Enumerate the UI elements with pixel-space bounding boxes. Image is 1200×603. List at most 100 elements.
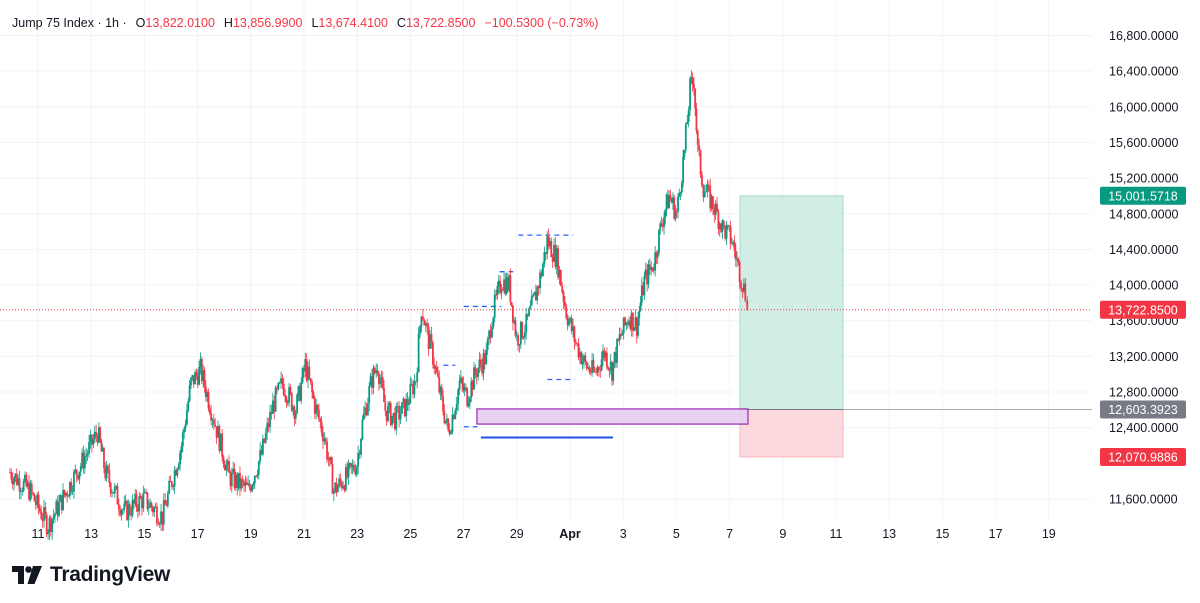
- candle-body: [123, 503, 126, 510]
- candle-body: [727, 225, 729, 227]
- candle-body: [488, 330, 491, 340]
- candle-body: [741, 287, 744, 292]
- x-tick-label: 17: [191, 527, 205, 541]
- candle-body: [154, 506, 157, 508]
- candle-body: [427, 326, 430, 349]
- candle-body: [532, 295, 534, 297]
- candle-body: [578, 352, 581, 358]
- candle-body: [553, 244, 555, 262]
- demand-zone-rect[interactable]: [476, 408, 749, 425]
- candle-body: [714, 203, 717, 216]
- candle-body: [141, 498, 143, 509]
- target-zone[interactable]: [739, 195, 844, 411]
- candle-body: [658, 229, 660, 254]
- candle-body: [561, 285, 564, 292]
- candle-body: [237, 472, 240, 489]
- candle-body: [510, 301, 513, 306]
- candle-body: [153, 507, 156, 513]
- candle-body: [732, 242, 735, 244]
- candle-body: [269, 411, 271, 428]
- candle-body: [414, 381, 417, 383]
- x-axis[interactable]: 11 13 15 17 19 21 23 25 27 29 Apr 3 5 7 9 11 13 15 17 19: [32, 527, 1056, 541]
- candle-body: [361, 419, 364, 440]
- candle-body: [229, 472, 232, 487]
- candle-body: [452, 414, 455, 419]
- position-zones[interactable]: [739, 195, 1092, 458]
- candle-body: [297, 386, 300, 395]
- candle-body: [469, 397, 471, 404]
- symbol-title[interactable]: Jump 75 Index · 1h ·: [12, 16, 127, 30]
- candle-body: [225, 464, 228, 471]
- candle-body: [611, 361, 613, 381]
- candle-body: [172, 486, 175, 488]
- drawings[interactable]: [443, 234, 749, 439]
- candle-body: [180, 446, 183, 453]
- candle-body: [526, 313, 529, 317]
- candle-body: [743, 283, 745, 292]
- candle-body: [592, 360, 595, 371]
- candle-body: [599, 369, 602, 371]
- candle-body: [629, 320, 632, 330]
- candle-body: [670, 198, 673, 203]
- candle-body: [493, 294, 496, 318]
- candle-body: [190, 377, 192, 386]
- candle-body: [255, 475, 258, 477]
- candle-body: [508, 275, 511, 290]
- candle-body: [48, 517, 51, 533]
- candle-body: [303, 368, 305, 372]
- candle-body: [733, 242, 736, 251]
- candle-body: [270, 411, 273, 414]
- candle-body: [360, 439, 362, 455]
- x-tick-label: 7: [726, 527, 733, 541]
- candle-body: [277, 382, 280, 390]
- candle-body: [543, 252, 546, 265]
- candle-body: [647, 264, 650, 285]
- candle-body: [211, 419, 214, 421]
- candle-body: [467, 403, 470, 407]
- candle-body: [496, 286, 499, 296]
- candle-body: [687, 109, 690, 122]
- candle-body: [519, 321, 522, 345]
- candle-body: [656, 253, 659, 258]
- candle-body: [285, 396, 288, 403]
- tradingview-brand[interactable]: TradingView: [12, 563, 170, 587]
- candle-body: [450, 432, 452, 434]
- candle-body: [572, 326, 574, 332]
- x-tick-label: 27: [457, 527, 471, 541]
- candle-body: [638, 310, 641, 319]
- stop-zone[interactable]: [739, 409, 844, 458]
- candle-body: [224, 464, 226, 471]
- candle-body: [198, 366, 201, 385]
- candle-body: [443, 411, 446, 423]
- candle-body: [274, 387, 277, 412]
- candle-body: [717, 211, 720, 230]
- candle-body: [506, 277, 509, 290]
- candle-body: [19, 491, 22, 492]
- candle-body: [67, 495, 70, 497]
- candle-body: [602, 350, 604, 360]
- candle-body: [304, 359, 307, 372]
- y-axis[interactable]: 16,800.0000 16,400.0000 16,000.0000 15,600.…: [1109, 29, 1179, 506]
- low-label: L: [311, 16, 319, 30]
- candle-body: [696, 130, 699, 145]
- target-price-badge-bg: [1100, 186, 1186, 205]
- candle-body: [533, 291, 536, 296]
- candle-body: [609, 361, 612, 371]
- candle-body: [351, 464, 354, 467]
- candle-body: [100, 441, 103, 452]
- candle-body: [617, 339, 620, 341]
- candle-body: [497, 280, 500, 287]
- candle-body: [673, 197, 676, 219]
- candle-body: [585, 361, 588, 369]
- candle-body: [442, 396, 444, 412]
- candle-body: [83, 456, 86, 469]
- candle-body: [240, 479, 243, 489]
- candle-body: [491, 326, 493, 338]
- candle-body: [707, 184, 710, 186]
- candle-body: [226, 460, 229, 465]
- candles: [9, 70, 749, 540]
- candle-body: [334, 482, 337, 491]
- candle-body: [458, 381, 461, 390]
- candle-body: [312, 392, 315, 399]
